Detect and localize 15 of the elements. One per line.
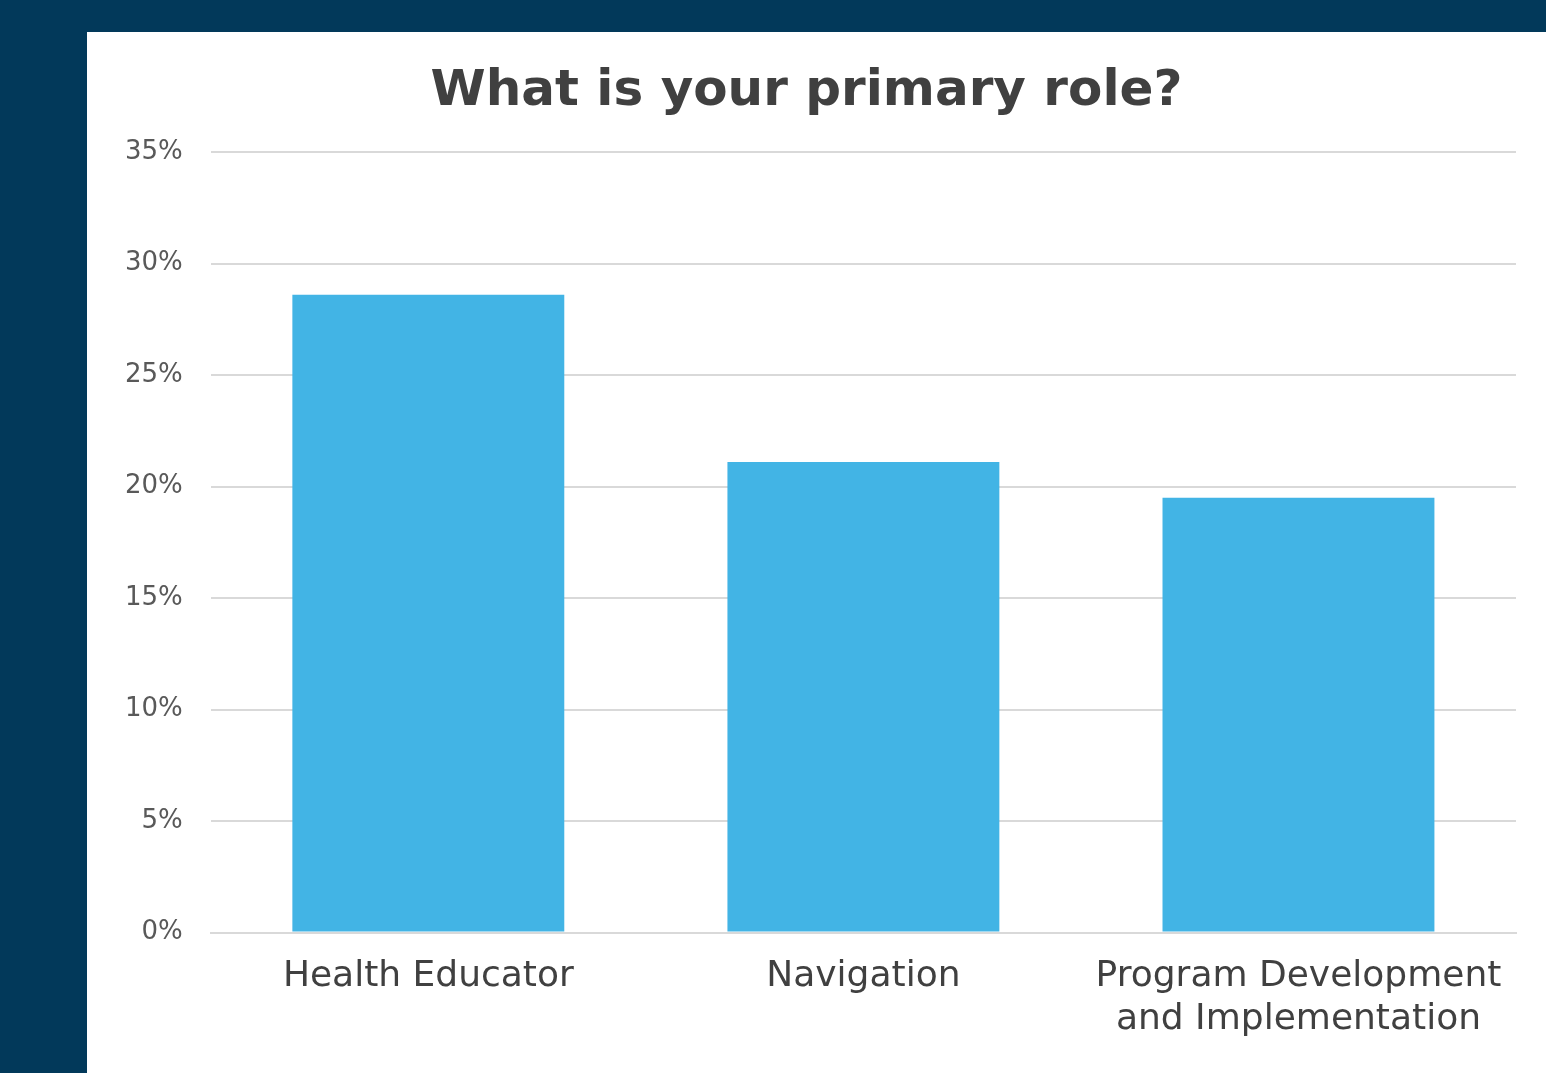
- bar: [727, 462, 1000, 932]
- y-tick-label: 30%: [124, 246, 183, 277]
- y-tick-label: 5%: [141, 803, 183, 834]
- x-tick-label: Health Educator: [282, 952, 574, 994]
- y-tick-label: 20%: [124, 469, 183, 500]
- x-tick-label: Navigation: [766, 952, 961, 994]
- y-tick-label: 35%: [124, 134, 183, 165]
- y-tick-label: 25%: [124, 357, 183, 388]
- chart-title: What is your primary role?: [430, 58, 1183, 117]
- y-tick-label: 10%: [124, 692, 183, 723]
- y-tick-label: 15%: [124, 580, 183, 611]
- bar: [1162, 497, 1435, 932]
- y-tick-label: 0%: [141, 915, 183, 946]
- bar: [292, 294, 565, 932]
- x-tick-label: Program Development and Implementation: [1095, 952, 1502, 1037]
